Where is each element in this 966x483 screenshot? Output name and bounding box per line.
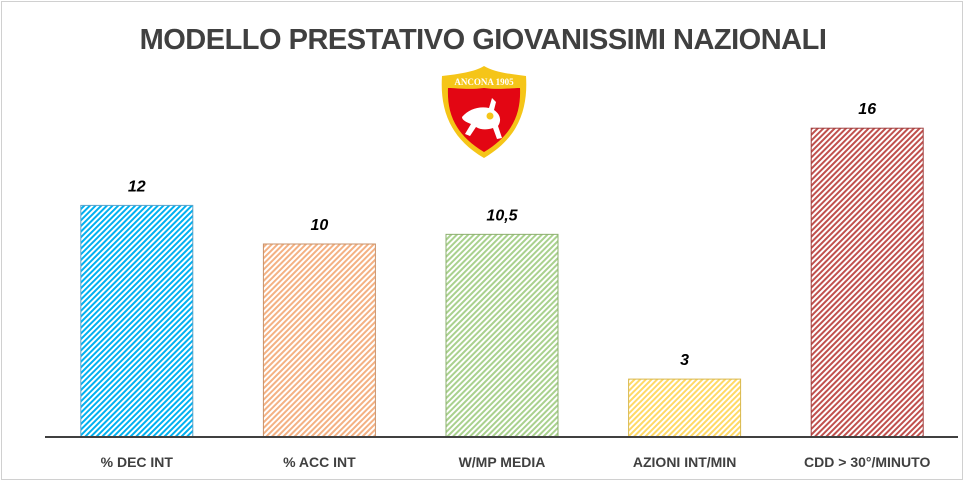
data-label: 10,5 — [486, 207, 518, 224]
x-tick-label: % ACC INT — [283, 454, 356, 470]
chart-title: MODELLO PRESTATIVO GIOVANISSIMI NAZIONAL… — [139, 24, 827, 56]
x-tick-label: CDD > 30°/MINUTO — [804, 454, 930, 470]
data-label: 16 — [858, 101, 876, 118]
x-tick-label: AZIONI INT/MIN — [633, 454, 736, 470]
bar — [810, 127, 924, 438]
data-label: 12 — [128, 178, 146, 195]
bar — [80, 204, 194, 438]
x-tick-label: W/MP MEDIA — [459, 454, 546, 470]
bar — [445, 233, 559, 438]
bar — [628, 378, 742, 438]
x-tick-label: % DEC INT — [101, 454, 174, 470]
data-label: 10 — [311, 217, 329, 234]
bar — [262, 243, 376, 438]
data-label: 3 — [680, 352, 689, 369]
